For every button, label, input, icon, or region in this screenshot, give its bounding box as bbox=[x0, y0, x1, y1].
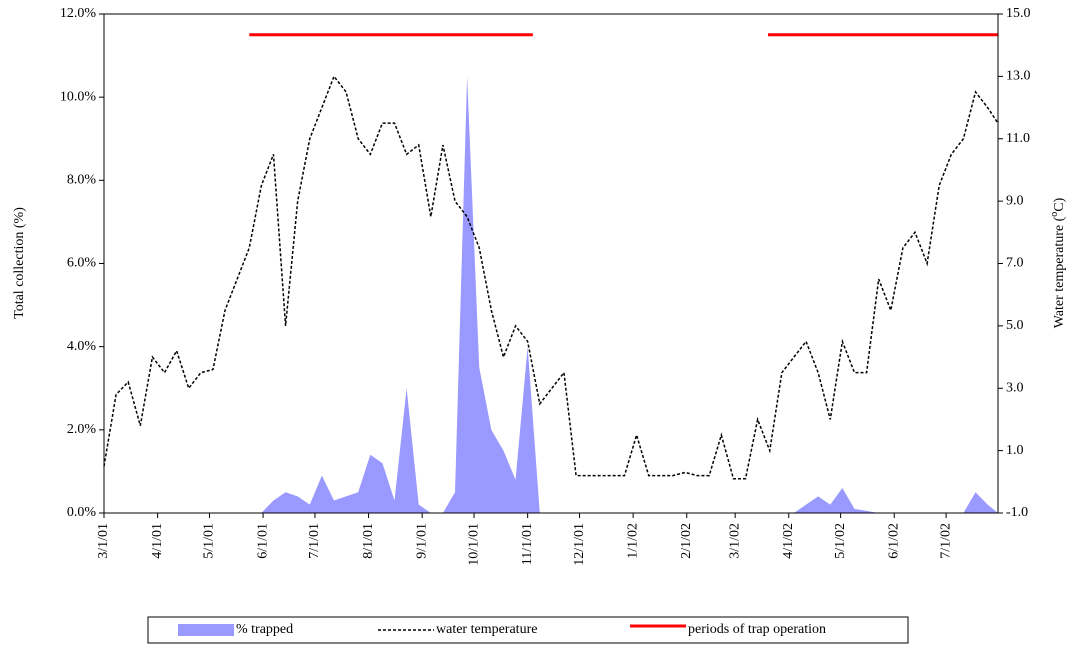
x-tick-label: 6/1/02 bbox=[886, 523, 901, 559]
x-tick-label: 3/1/01 bbox=[96, 523, 111, 559]
y2-tick-label: 11.0 bbox=[1006, 131, 1030, 146]
y2-tick-label: 3.0 bbox=[1006, 380, 1024, 395]
legend-swatch bbox=[178, 624, 234, 636]
x-tick-label: 2/1/02 bbox=[679, 523, 694, 559]
x-tick-label: 3/1/02 bbox=[727, 523, 742, 559]
x-tick-label: 8/1/01 bbox=[361, 523, 376, 559]
y-tick-label: 0.0% bbox=[67, 505, 97, 520]
x-tick-label: 7/1/02 bbox=[938, 523, 953, 559]
y2-label-part: C) bbox=[1052, 197, 1067, 211]
y-tick-label: 6.0% bbox=[67, 256, 97, 271]
y2-label-part: Water temperature ( bbox=[1052, 216, 1067, 328]
temperature-line bbox=[103, 74, 999, 480]
x-tick-label: 5/1/01 bbox=[202, 523, 217, 559]
x-tick-label: 11/1/01 bbox=[520, 523, 535, 565]
legend-label: % trapped bbox=[236, 622, 293, 637]
y-tick-label: 2.0% bbox=[67, 422, 97, 437]
y2-tick-label: 7.0 bbox=[1006, 256, 1024, 271]
x-tick-label: 4/1/02 bbox=[781, 523, 796, 559]
y-tick-label: 8.0% bbox=[67, 173, 97, 188]
y2-label-sup: o bbox=[1049, 212, 1060, 217]
x-tick-label: 4/1/01 bbox=[150, 523, 165, 559]
y-axis-label: Total collection (%) bbox=[12, 207, 27, 319]
trapped-area bbox=[104, 76, 998, 513]
x-tick-label: 10/1/01 bbox=[466, 523, 481, 566]
y2-tick-label: 1.0 bbox=[1006, 443, 1024, 458]
y2-tick-label: 13.0 bbox=[1006, 69, 1031, 84]
y2-tick-label: 5.0 bbox=[1006, 318, 1024, 333]
y2-axis-label: Water temperature (oC) bbox=[1049, 197, 1067, 328]
y2-tick-label: 9.0 bbox=[1006, 193, 1024, 208]
legend-box bbox=[147, 616, 909, 644]
x-tick-label: 9/1/01 bbox=[414, 523, 429, 559]
x-tick-label: 1/1/02 bbox=[625, 523, 640, 559]
legend-label: periods of trap operation bbox=[688, 622, 826, 637]
y2-tick-label: 15.0 bbox=[1006, 6, 1031, 21]
x-tick-label: 5/1/02 bbox=[833, 523, 848, 559]
y2-tick-label: -1.0 bbox=[1006, 505, 1028, 520]
x-tick-label: 6/1/01 bbox=[255, 523, 270, 559]
legend-label: water temperature bbox=[436, 622, 537, 637]
x-tick-label: 7/1/01 bbox=[307, 523, 322, 559]
y-tick-label: 10.0% bbox=[60, 89, 97, 104]
x-tick-label: 12/1/01 bbox=[572, 523, 587, 566]
y-tick-label: 12.0% bbox=[60, 6, 97, 21]
plot-frame bbox=[103, 13, 999, 514]
y-tick-label: 4.0% bbox=[67, 339, 97, 354]
